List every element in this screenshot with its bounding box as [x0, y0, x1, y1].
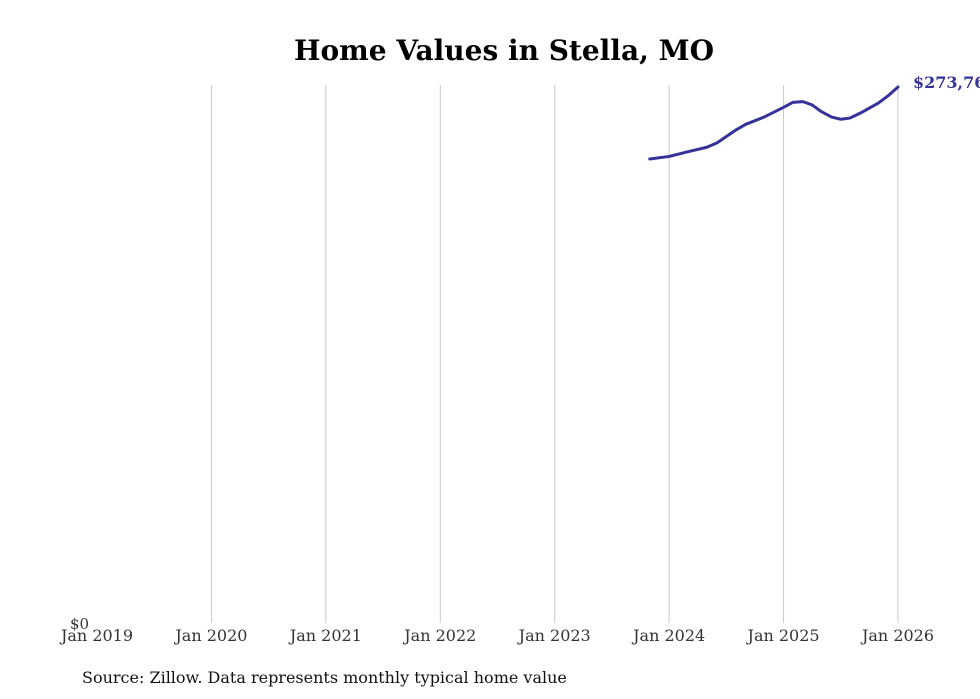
end-label-layer: $273,762: [913, 73, 980, 92]
x-tick-label: Jan 2022: [402, 626, 476, 645]
series-line: [648, 85, 900, 161]
x-tick-label: Jan 2026: [860, 626, 934, 645]
x-tick-label: Jan 2023: [517, 626, 591, 645]
chart-title: Home Values in Stella, MO: [294, 34, 714, 67]
y-tick-label: $0: [70, 615, 89, 633]
y-axis-ticks: $0: [70, 615, 89, 633]
end-value-label: $273,762: [913, 73, 980, 92]
x-tick-label: Jan 2020: [173, 626, 247, 645]
x-tick-label: Jan 2019: [59, 626, 133, 645]
x-tick-label: Jan 2025: [746, 626, 820, 645]
x-axis-ticks: Jan 2019 Jan 2020 Jan 2021 Jan 2022 Jan 2023…: [59, 626, 934, 645]
x-tick-label: Jan 2021: [288, 626, 362, 645]
x-tick-label: Jan 2024: [631, 626, 705, 645]
series-layer: [648, 85, 900, 161]
source-note: Source: Zillow. Data represents monthly …: [82, 668, 567, 687]
gridlines: [210, 85, 899, 623]
